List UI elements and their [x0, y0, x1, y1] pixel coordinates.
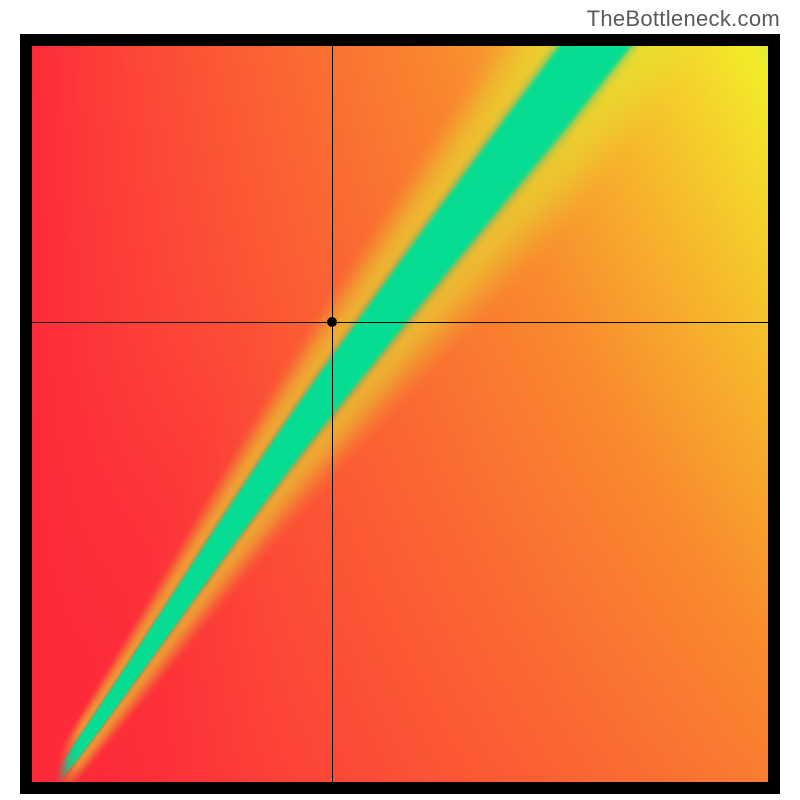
- heatmap-canvas: [32, 46, 768, 782]
- chart-container: TheBottleneck.com: [0, 0, 800, 800]
- crosshair-marker: [327, 317, 337, 327]
- crosshair-vertical-line: [332, 46, 333, 782]
- crosshair-horizontal-line: [32, 322, 768, 323]
- watermark-text: TheBottleneck.com: [587, 6, 780, 32]
- plot-area: [32, 46, 768, 782]
